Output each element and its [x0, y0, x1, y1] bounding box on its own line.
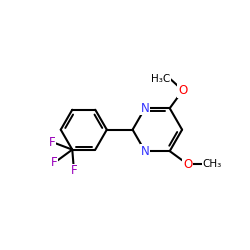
Text: O: O — [183, 158, 192, 171]
Text: F: F — [71, 164, 77, 177]
Text: F: F — [51, 156, 58, 169]
Text: F: F — [49, 136, 56, 148]
Text: N: N — [140, 102, 149, 115]
Text: CH₃: CH₃ — [202, 159, 221, 169]
Text: N: N — [140, 144, 149, 158]
Text: H₃C: H₃C — [152, 74, 171, 85]
Text: O: O — [178, 84, 188, 97]
